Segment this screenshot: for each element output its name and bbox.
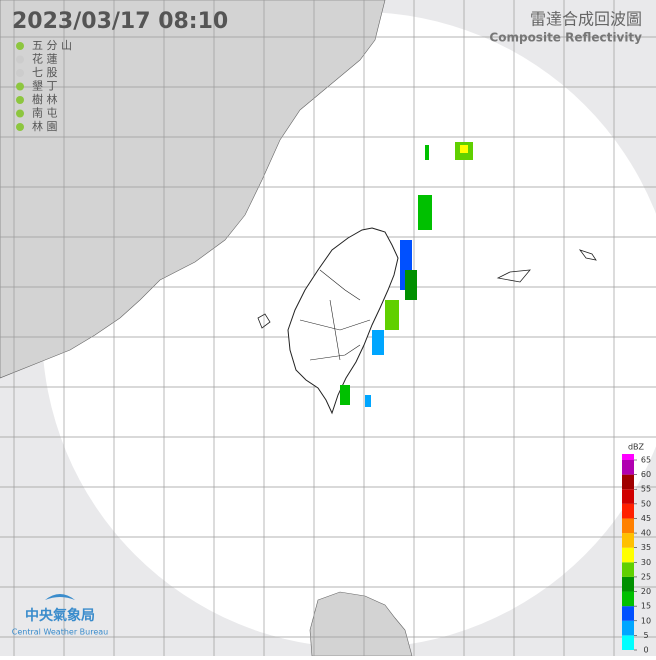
colorbar-label: 5 (643, 631, 648, 640)
colorbar-segment (622, 576, 634, 592)
station-name: 五 分 山 (32, 39, 72, 52)
colorbar-segment (622, 547, 634, 563)
colorbar-label: 65 (641, 456, 651, 465)
colorbar-label: 30 (641, 558, 651, 567)
colorbar-label: 55 (641, 485, 651, 494)
colorbar-label: 60 (641, 470, 651, 479)
station-dot (16, 96, 24, 104)
logo: 中央氣象局 Central Weather Bureau (12, 594, 108, 637)
taiwan (287, 227, 399, 415)
station-name: 花 蓮 (32, 52, 58, 66)
title-en: Composite Reflectivity (489, 31, 642, 45)
colorbar-label: 10 (641, 616, 651, 625)
colorbar-label: 20 (641, 587, 651, 596)
colorbar-label: 15 (641, 602, 651, 611)
colorbar-label: 45 (641, 514, 651, 523)
colorbar-segment (622, 620, 634, 636)
station-name: 南 屯 (32, 107, 58, 120)
colorbar-segment (622, 489, 634, 504)
station-dot (16, 55, 24, 64)
station-dot (16, 69, 24, 77)
station-name: 林 園 (32, 119, 58, 133)
colorbar-segment (622, 454, 634, 460)
colorbar-segment (622, 606, 634, 621)
colorbar-label: 40 (641, 529, 651, 538)
colorbar-segment (622, 460, 634, 475)
colorbar-label: 50 (641, 499, 651, 508)
mainland-coast (0, 0, 386, 379)
title-zh: 雷達合成回波圖 (530, 10, 642, 29)
colorbar-label: 0 (643, 646, 648, 655)
colorbar-unit: dBZ (628, 443, 645, 452)
colorbar-segment (622, 518, 634, 534)
islands (257, 249, 597, 329)
station-dot (16, 42, 24, 50)
echoes (340, 142, 473, 407)
station-dot (16, 82, 24, 91)
station-dot (16, 123, 24, 131)
colorbar: dBZ 0 5 10 15 20 25 30 35 40 45 50 55 60 65 (622, 443, 651, 655)
station-list: 五 分 山花 蓮七 股墾 丁樹 林南 屯林 園 (16, 39, 72, 133)
colorbar-segment (622, 591, 634, 607)
logo-name-en: Central Weather Bureau (12, 628, 108, 637)
colorbar-segment (622, 635, 634, 650)
logo-name: 中央氣象局 (25, 607, 95, 624)
timestamp: 2023/03/17 08:10 (12, 9, 228, 34)
colorbar-label: 25 (641, 572, 651, 581)
county-borders (299, 269, 371, 361)
colorbar-segment (622, 533, 634, 548)
colorbar-segment (622, 474, 634, 490)
station-name: 墾 丁 (32, 80, 58, 93)
colorbar-label: 35 (641, 543, 651, 552)
station-name: 七 股 (32, 66, 58, 79)
station-name: 樹 林 (32, 92, 58, 106)
luzon (309, 591, 413, 657)
station-dot (16, 109, 24, 118)
colorbar-segment (622, 562, 634, 577)
colorbar-segment (622, 503, 634, 519)
